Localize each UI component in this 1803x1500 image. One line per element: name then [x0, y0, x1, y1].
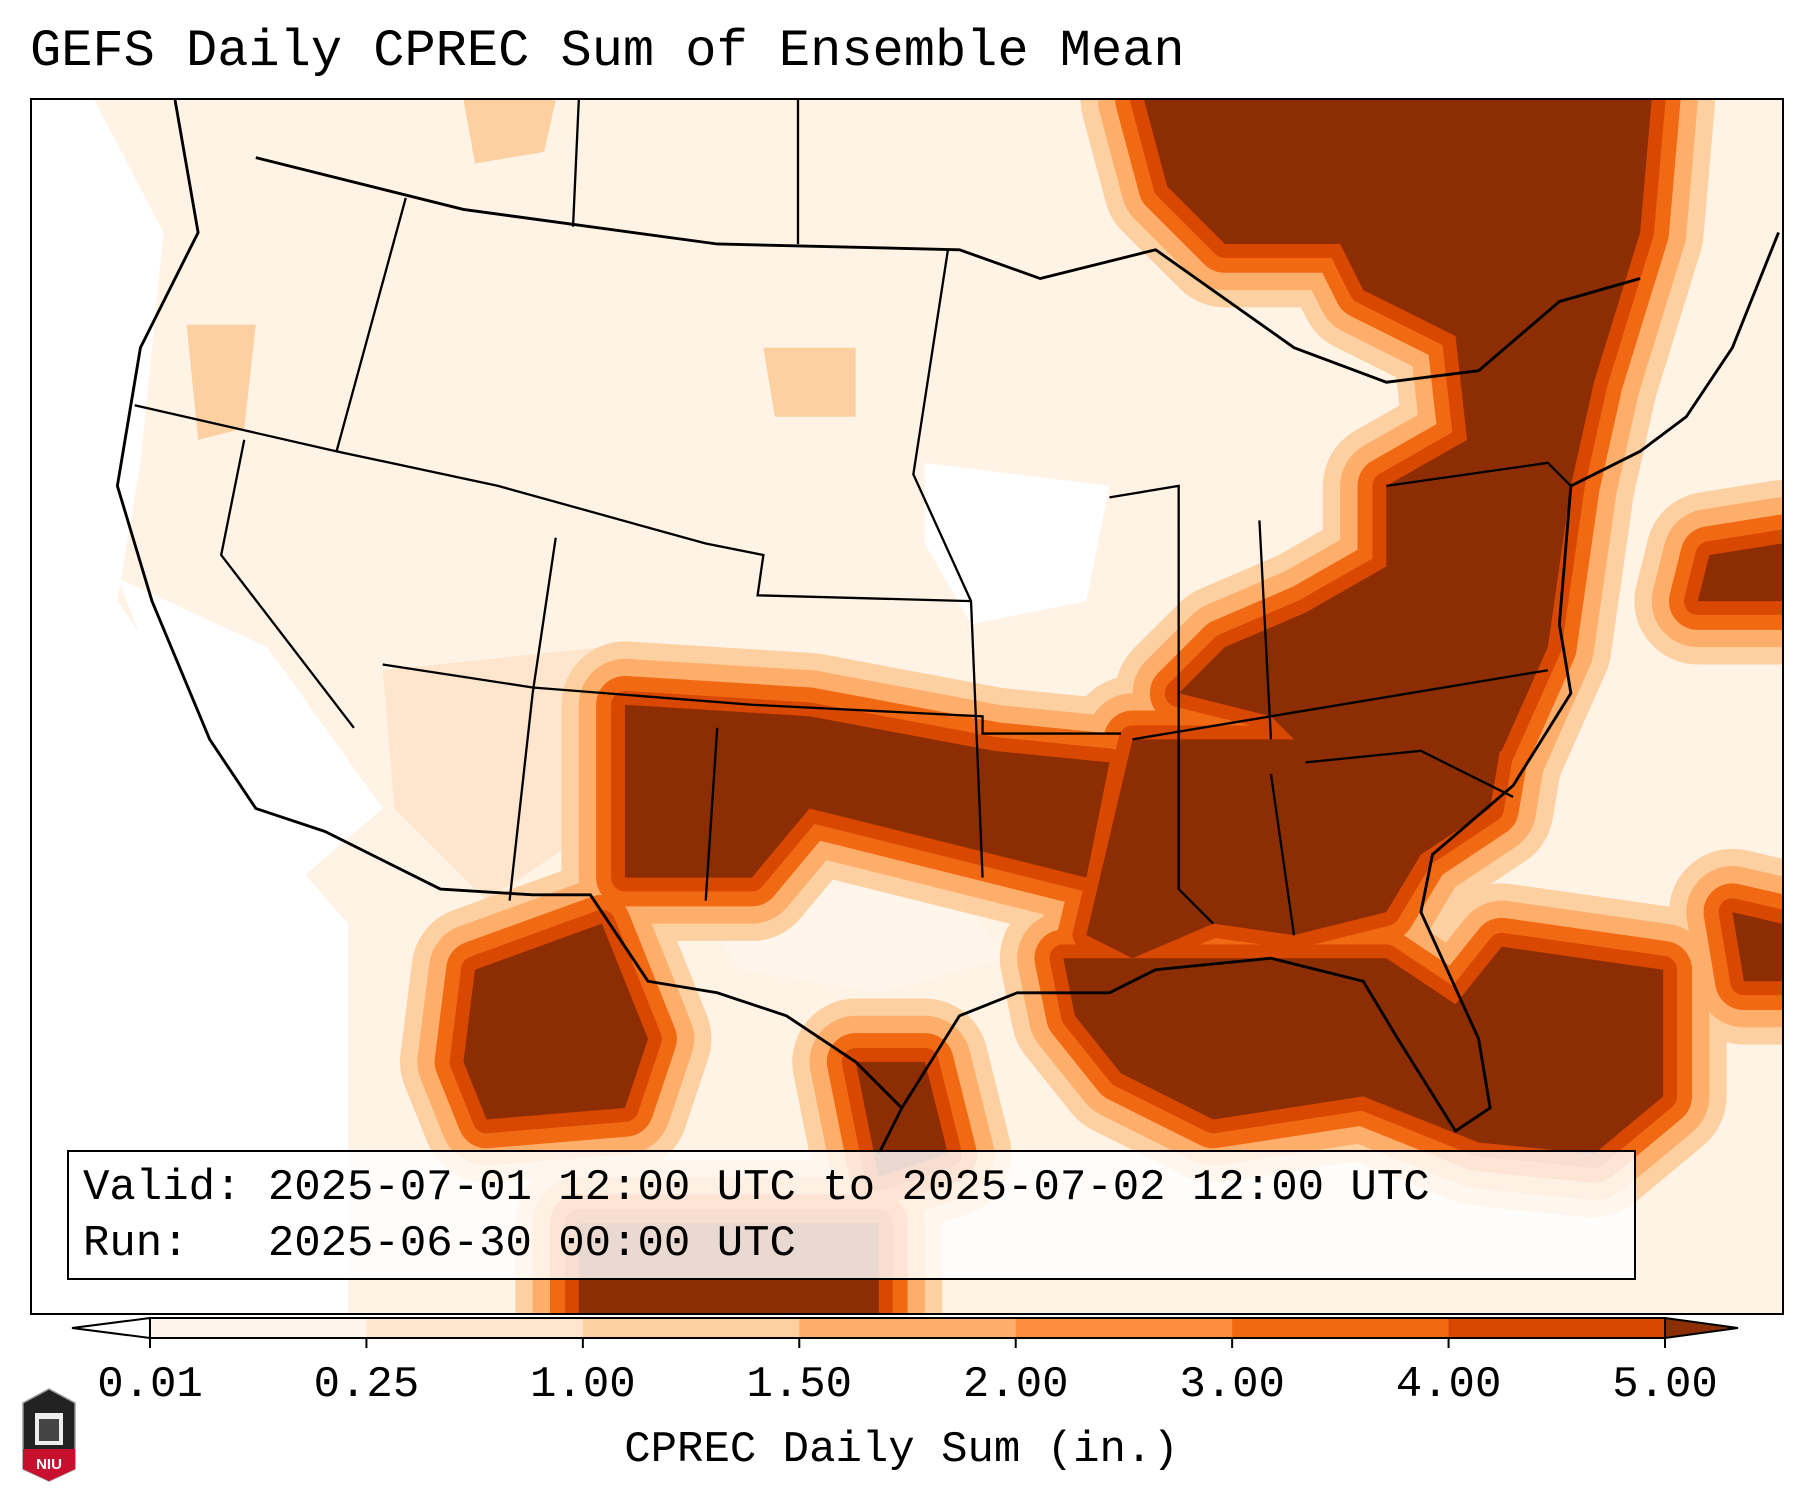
dry-region-pacific — [117, 578, 383, 878]
state-lines — [134, 100, 1572, 936]
light-patch-dakotas — [763, 347, 856, 417]
heavy-ne — [1144, 100, 1652, 809]
run-time-text: Run: 2025-06-30 00:00 UTC — [83, 1219, 796, 1269]
heavy-mexico — [463, 923, 649, 1120]
chart-title: GEFS Daily CPREC Sum of Ensemble Mean — [30, 22, 1185, 81]
heavy-atlantic-2 — [1732, 912, 1782, 982]
light-patch-canada — [463, 100, 556, 164]
colorbar-label-text: CPREC Daily Sum (in.) — [624, 1425, 1179, 1475]
heavy-se — [1086, 739, 1502, 959]
colorbar-bin — [366, 1318, 584, 1338]
colorbar-bin — [1448, 1318, 1666, 1338]
border-us-canada — [255, 156, 1641, 384]
colorbar-under-arrow — [71, 1316, 151, 1340]
info-box: Valid: 2025-07-01 12:00 UTC to 2025-07-0… — [67, 1150, 1636, 1280]
precip-map — [30, 98, 1784, 1315]
colorbar-tick-label: 2.00 — [962, 1360, 1069, 1410]
colorbar-over-arrow — [1664, 1316, 1739, 1340]
svg-text:NIU: NIU — [36, 1456, 62, 1473]
heavy-tx-coast — [855, 1061, 948, 1178]
light-patch-oregon — [186, 324, 256, 440]
heavy-gulf — [1063, 946, 1664, 1155]
colorbar-bin — [1015, 1318, 1233, 1338]
colorbar-tick-label: 1.50 — [746, 1360, 853, 1410]
colorbar-tick-label: 5.00 — [1612, 1360, 1718, 1410]
colorbar-bin — [582, 1318, 800, 1338]
colorbar-outline — [149, 1317, 1666, 1339]
colorbar-bin — [799, 1318, 1017, 1338]
colorbar-tick-label: 3.00 — [1179, 1360, 1285, 1410]
colorbar-tick-label: 0.25 — [313, 1360, 420, 1410]
colorbar-label: CPREC Daily Sum (in.) — [0, 1425, 1803, 1475]
heavy-plains — [624, 704, 1110, 878]
colorbar-bin — [1232, 1318, 1450, 1338]
colorbar-tick-label: 0.01 — [97, 1360, 203, 1410]
precip-field — [32, 100, 1782, 1313]
colorbar — [71, 1316, 1739, 1348]
colorbar-bin — [150, 1318, 367, 1338]
colorbar-tick-label: 1.00 — [530, 1360, 636, 1410]
valid-time-text: Valid: 2025-07-01 12:00 UTC to 2025-07-0… — [83, 1163, 1430, 1213]
colorbar-tick-label: 4.00 — [1395, 1360, 1502, 1410]
niu-logo: NIU — [22, 1388, 76, 1482]
heavy-atlantic-1 — [1697, 543, 1782, 602]
coastline-outline — [115, 100, 1780, 1155]
dry-region-midwest — [924, 462, 1110, 625]
